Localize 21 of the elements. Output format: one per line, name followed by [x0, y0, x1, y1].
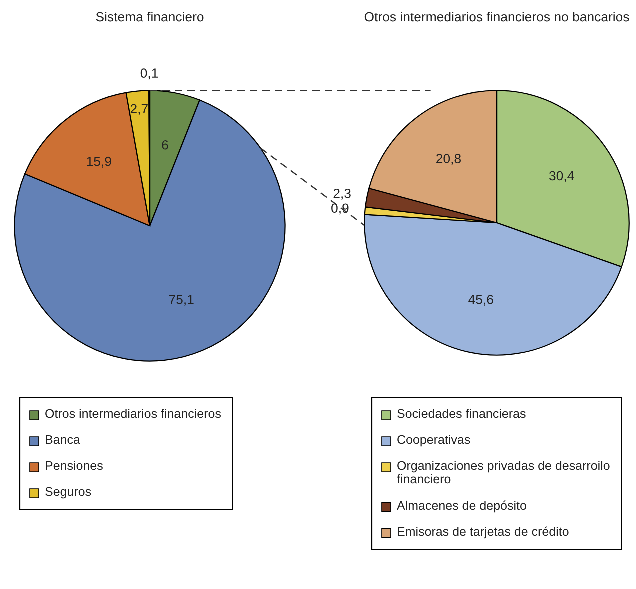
data-label: 45,6 [468, 295, 494, 306]
chart-title: Otros intermediarios financieros no bancarios [364, 12, 630, 22]
legend-label: Sociedades financieras [398, 409, 526, 418]
data-label: 0,9 [332, 204, 349, 215]
legend-label: Organizaciones privadas de desarroilo financiero [397, 461, 610, 484]
chart-title: Sistema financiero [96, 12, 204, 22]
data-label: 30,4 [549, 171, 574, 182]
legend-label: Pensiones [46, 461, 103, 470]
data-label: 75,1 [169, 295, 194, 306]
legend-label: Emisoras de tarjetas de crédito [398, 526, 569, 539]
legend-label: Otros intermediarios financieros [46, 409, 222, 418]
legend-label: Cooperativas [398, 435, 470, 447]
data-label: 2,3 [334, 188, 351, 200]
data-label: 6 [162, 140, 168, 150]
data-label: 20,8 [436, 154, 461, 166]
data-label: 15,9 [87, 156, 112, 168]
data-label: 2,7 [130, 104, 148, 116]
legend-label: Banca [46, 435, 80, 444]
legend-label: Almacenes de depósito [397, 500, 526, 513]
data-label: 0,1 [140, 68, 158, 80]
legend-label: Seguros [46, 487, 92, 499]
